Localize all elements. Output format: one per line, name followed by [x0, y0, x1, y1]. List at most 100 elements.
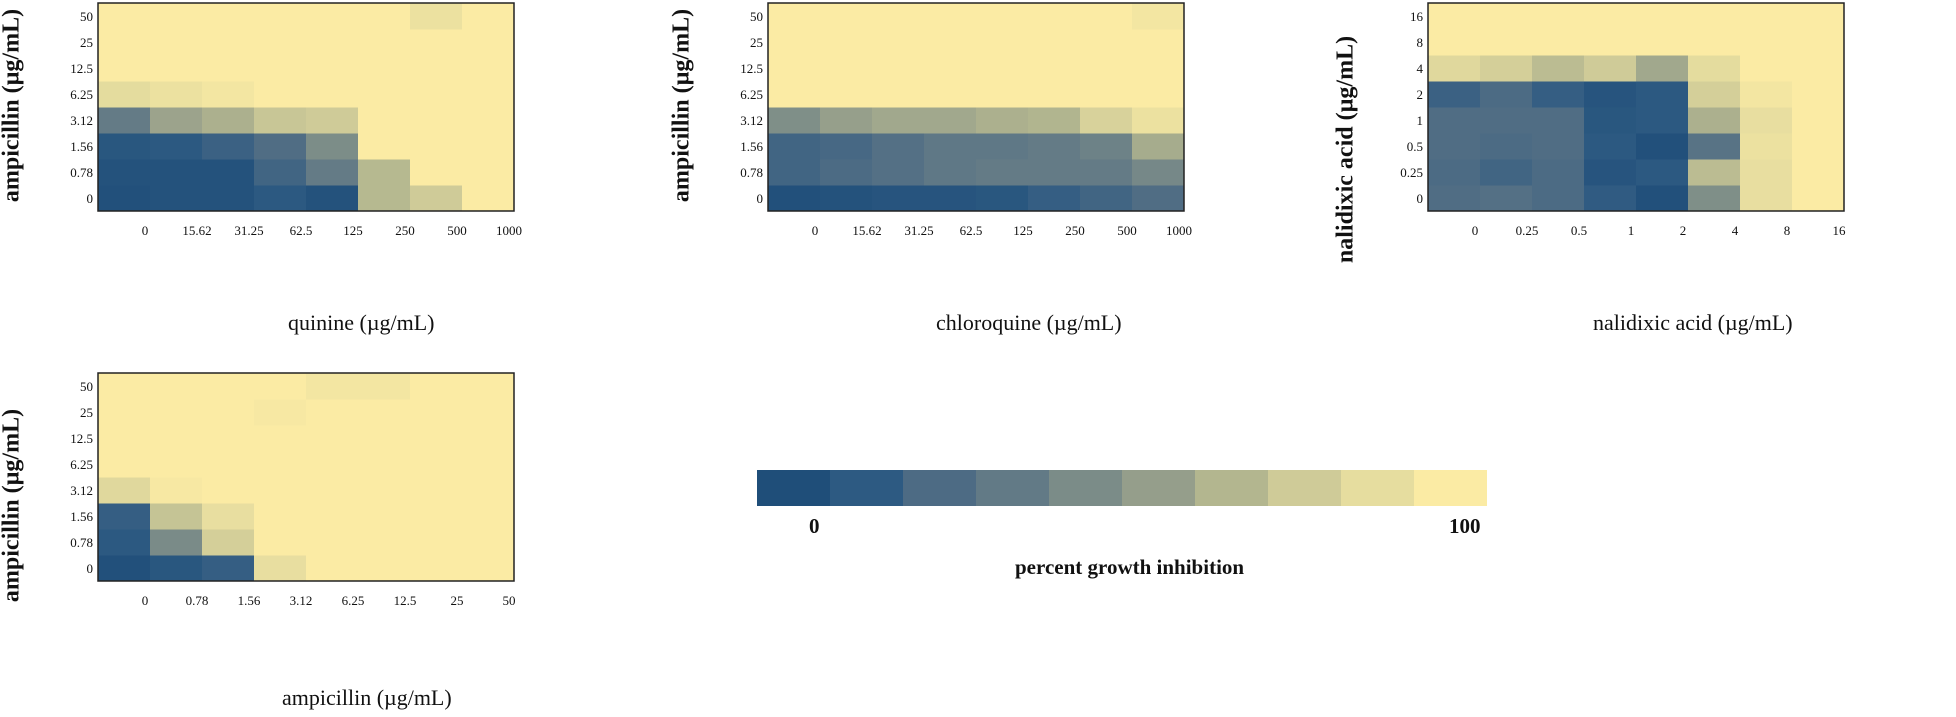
- x-axis-label: ampicillin (µg/mL): [282, 685, 452, 710]
- y-tick-label: 6.25: [740, 87, 763, 102]
- heatmap-cell: [306, 3, 359, 30]
- heatmap-cell: [1532, 133, 1585, 160]
- heatmap-cell: [1080, 107, 1133, 134]
- y-tick-label: 3.12: [70, 113, 93, 128]
- x-tick-label: 500: [1117, 223, 1137, 238]
- heatmap-cell: [462, 555, 515, 582]
- x-tick-label: 125: [1013, 223, 1033, 238]
- heatmap-cell: [872, 29, 925, 56]
- heatmap-cell: [820, 107, 873, 134]
- heatmap-cell: [1688, 55, 1741, 82]
- y-tick-label: 1: [1417, 113, 1424, 128]
- x-tick-label: 0.78: [186, 593, 209, 608]
- heatmap-cell: [1584, 185, 1637, 212]
- x-tick-label: 6.25: [342, 593, 365, 608]
- heatmap-cell: [306, 425, 359, 452]
- heatmap-cell: [1480, 107, 1533, 134]
- heatmap-cell: [358, 159, 411, 186]
- heatmap-cell: [410, 159, 463, 186]
- heatmap-cell: [98, 107, 151, 134]
- heatmap-cell: [462, 529, 515, 556]
- colorbar-swatch: [830, 470, 904, 506]
- heatmap-cell: [1792, 185, 1845, 212]
- heatmap-cell: [924, 29, 977, 56]
- heatmap-plot: 0 0.25 0.5 1 2 4 8 16 0 0.25 0.5 1 2 4 8 16: [1400, 2, 1846, 238]
- heatmap-cell: [358, 185, 411, 212]
- heatmap-cell: [358, 3, 411, 30]
- heatmap-cell: [150, 3, 203, 30]
- heatmap-cell: [768, 159, 821, 186]
- x-tick-label: 31.25: [904, 223, 933, 238]
- heatmap-cell: [98, 81, 151, 108]
- heatmap-cell: [1532, 55, 1585, 82]
- y-tick-label: 3.12: [70, 483, 93, 498]
- heatmap-cell: [150, 529, 203, 556]
- heatmap-cell: [202, 373, 255, 400]
- heatmap-cell: [976, 29, 1029, 56]
- y-tick-label: 50: [80, 379, 93, 394]
- plot-frame: [1427, 2, 1845, 212]
- x-tick-label: 4: [1732, 223, 1739, 238]
- heatmap-cell: [1636, 55, 1689, 82]
- colorbar-title: percent growth inhibition: [1015, 555, 1245, 579]
- colorbar-swatch: [1341, 470, 1415, 506]
- heatmap-cell: [872, 107, 925, 134]
- y-tick-label: 0.5: [1407, 139, 1423, 154]
- heatmap-cell: [410, 373, 463, 400]
- heatmap-cell: [1428, 185, 1481, 212]
- y-tick-label: 50: [80, 9, 93, 24]
- heatmap-cell: [98, 529, 151, 556]
- heatmap-cell: [768, 55, 821, 82]
- heatmap-cell: [1688, 185, 1741, 212]
- heatmap-cell: [872, 3, 925, 30]
- x-tick-label: 0.25: [1516, 223, 1539, 238]
- heatmap-cell: [976, 81, 1029, 108]
- heatmap-cell: [358, 555, 411, 582]
- heatmap-cell: [202, 451, 255, 478]
- heatmap-cell: [98, 29, 151, 56]
- heatmap-cell: [254, 185, 307, 212]
- heatmap-cell: [924, 3, 977, 30]
- heatmap-cell: [202, 529, 255, 556]
- colorbar-swatch: [1122, 470, 1196, 506]
- heatmap-cell: [1132, 3, 1185, 30]
- heatmap-cell: [358, 425, 411, 452]
- y-tick-label: 12.5: [70, 431, 93, 446]
- heatmap-cell: [462, 159, 515, 186]
- heatmap-cell: [1080, 29, 1133, 56]
- heatmap-cell: [1636, 3, 1689, 30]
- heatmap-cell: [306, 133, 359, 160]
- heatmap-cell: [410, 107, 463, 134]
- heatmap-cell: [768, 3, 821, 30]
- heatmap-cell: [1028, 159, 1081, 186]
- heatmap-cell: [150, 133, 203, 160]
- x-tick-label: 62.5: [960, 223, 983, 238]
- heatmap-cell: [1480, 29, 1533, 56]
- heatmap-cell: [1132, 133, 1185, 160]
- heatmap-cell: [462, 107, 515, 134]
- heatmap-cell: [1636, 159, 1689, 186]
- heatmap-cell: [1688, 81, 1741, 108]
- heatmap-cell: [1740, 55, 1793, 82]
- heatmap-cell: [1584, 55, 1637, 82]
- heatmap-cell: [924, 159, 977, 186]
- heatmap-cell: [202, 55, 255, 82]
- x-tick-label: 1.56: [238, 593, 261, 608]
- colorbar-swatch: [1414, 470, 1487, 506]
- heatmap-cell: [768, 107, 821, 134]
- heatmap-cell: [820, 29, 873, 56]
- heatmap-cell: [1532, 29, 1585, 56]
- y-tick-label: 3.12: [740, 113, 763, 128]
- heatmap-cell: [150, 81, 203, 108]
- heatmap-cell: [872, 185, 925, 212]
- x-tick-label: 500: [447, 223, 467, 238]
- x-tick-label: 62.5: [290, 223, 313, 238]
- y-tick-label: 0.25: [1400, 165, 1423, 180]
- heatmap-cell: [976, 55, 1029, 82]
- x-tick-label: 125: [343, 223, 363, 238]
- y-tick-label: 0: [1417, 191, 1424, 206]
- heatmap-cell: [202, 185, 255, 212]
- heatmap-cell: [306, 55, 359, 82]
- heatmap-cell: [150, 159, 203, 186]
- y-tick-label: 1.56: [70, 139, 93, 154]
